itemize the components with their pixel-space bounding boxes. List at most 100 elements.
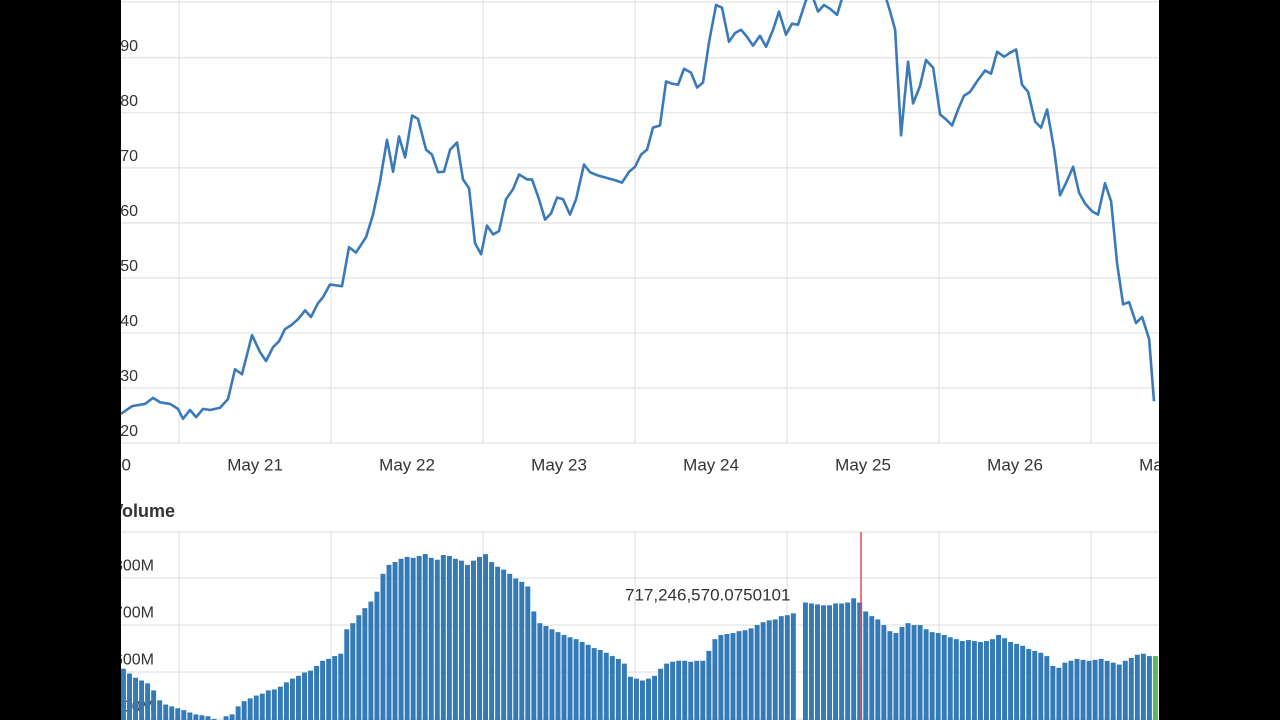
volume-bar [875,619,881,720]
volume-bar [815,604,820,720]
volume-bar [627,676,633,720]
volume-bar [1092,659,1098,720]
volume-bar [1068,660,1074,720]
volume-bar [670,661,676,720]
x-tick-label: May 27 [1139,455,1195,474]
volume-bar [187,712,193,720]
volume-bar [253,695,259,720]
volume-bar [458,560,464,720]
volume-bar [543,626,549,720]
volume-bar [561,634,567,720]
volume-bar [712,639,718,720]
volume-bar [754,625,760,720]
volume-bar [157,700,163,720]
volume-bar [917,625,923,720]
volume-bar [1038,652,1044,720]
volume-bar [893,633,899,720]
volume-bar [471,560,476,720]
volume-bar [133,677,139,720]
volume-bar [730,633,736,720]
volume-bar [1146,656,1152,720]
tooltip: 717,246,570.0750101 [625,585,790,604]
volume-bar [851,598,857,720]
volume-bar [706,650,712,720]
volume-bar [1104,660,1110,720]
volume-bar [283,682,289,720]
volume-bar [199,715,205,720]
volume-title: Volume [111,501,175,521]
volume-bar [959,641,965,720]
volume-bar [1086,660,1092,720]
volume-bar [652,675,658,720]
volume-bar [664,663,670,720]
volume-bar [289,678,295,720]
volume-bar [380,573,386,720]
volume-bar [591,648,597,720]
volume-bar [181,710,187,720]
volume-bar [507,573,513,720]
volume-bar [621,663,627,720]
volume-bar [911,625,917,720]
volume-bar [947,637,953,720]
volume-bar [718,634,724,720]
volume-bar [760,622,766,720]
volume-bar [1044,656,1050,720]
price-plot [121,0,1156,421]
volume-bar [549,629,555,720]
volume-bar [1152,656,1158,720]
volume-bar [887,631,893,720]
volume-bar [646,678,651,720]
volume-bar [525,586,531,720]
volume-bar [1056,667,1062,720]
volume-bar [609,656,615,720]
volume-bar [827,605,833,720]
volume-bar [1110,662,1116,720]
volume-bar [736,631,742,720]
volume-bar [483,554,489,720]
volume-bar [808,603,814,720]
volume-bar [374,591,380,720]
volume-bar [833,603,839,720]
volume-bar [700,660,706,720]
volume-bar [585,644,591,720]
volume-bar [247,698,253,720]
volume-bar [489,562,495,720]
volume-bar [537,623,543,720]
volume-bar [929,632,935,720]
volume-bar [971,641,977,720]
volume-bar [277,686,283,720]
volume-bar [573,639,579,720]
volume-bar [163,704,169,720]
x-tick-label: May 25 [835,455,891,474]
volume-bar [766,620,772,720]
volume-bar [633,678,639,720]
y-tick-label: 60 [120,203,138,220]
y-tick-label: 40 [120,313,138,330]
volume-bar [778,616,784,720]
volume-bar [869,616,875,720]
volume-bar [579,641,585,720]
volume-bar [151,690,157,720]
volume-bar [996,634,1002,720]
x-tick-label: May 26 [987,455,1043,474]
x-tick-label: May 23 [531,455,587,474]
volume-bar [682,660,688,720]
volume-bar [977,641,983,720]
volume-bar [965,640,971,720]
volume-bar [386,564,392,720]
volume-bar [308,670,314,720]
volume-bar [748,628,754,720]
volume-bar [881,625,887,720]
volume-bar [1026,649,1032,720]
volume-bar [1002,638,1008,720]
volume-bar [1116,664,1122,720]
volume-bar [1020,645,1026,720]
volume-bar [320,660,326,720]
volume-bar [1062,662,1068,720]
volume-bar [531,611,537,720]
volume-bar [410,557,416,720]
volume-bar [326,658,332,720]
x-axis: May 20 May 21 May 22 May 23 May 24 May 25 May … [121,455,1195,474]
volume-bar [597,649,603,720]
